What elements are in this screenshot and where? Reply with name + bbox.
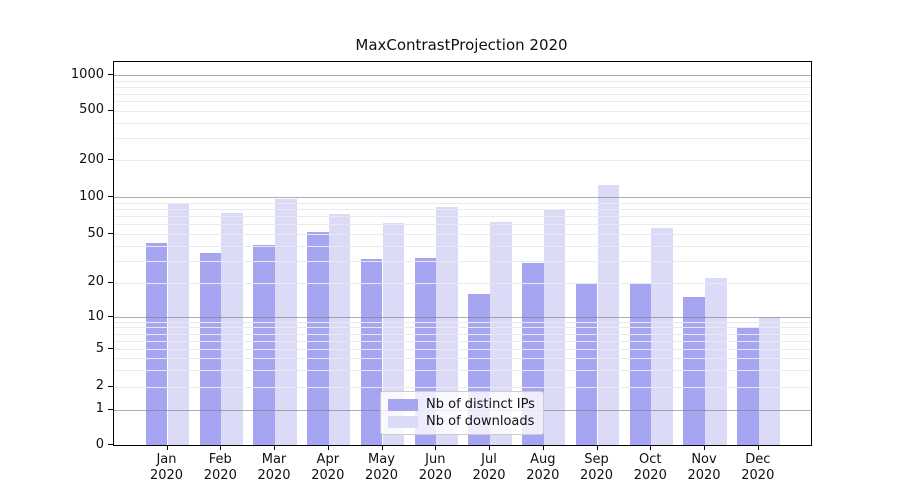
minor-gridline — [114, 86, 811, 88]
x-tick-label: Jun 2020 — [418, 452, 452, 483]
x-tick-label: Feb 2020 — [203, 452, 237, 483]
y-tick-label: 2 — [95, 378, 104, 394]
legend-label-distinct-ips: Nb of distinct IPs — [426, 397, 535, 412]
legend-label-downloads: Nb of downloads — [426, 414, 535, 429]
x-tick-mark — [704, 445, 705, 450]
major-gridline — [114, 75, 811, 77]
x-tick-mark — [327, 445, 329, 450]
minor-gridline — [114, 245, 811, 247]
bar — [705, 277, 727, 445]
minor-gridline — [114, 160, 811, 161]
x-tick-mark — [381, 445, 383, 450]
minor-gridline — [114, 358, 811, 360]
y-tick-mark — [108, 408, 113, 410]
major-gridline — [114, 317, 811, 318]
y-tick-label: 500 — [79, 102, 104, 118]
y-tick-label: 200 — [79, 151, 104, 167]
bar — [597, 185, 620, 445]
x-tick-mark — [650, 445, 652, 450]
minor-gridline — [114, 327, 811, 329]
y-tick-mark — [108, 196, 113, 197]
x-tick-label: Jan 2020 — [149, 452, 184, 483]
y-tick-mark — [108, 348, 113, 350]
bar — [145, 243, 168, 445]
minor-gridline — [114, 208, 811, 210]
y-tick-label: 1000 — [70, 66, 104, 82]
x-tick-mark — [757, 445, 759, 450]
minor-gridline — [114, 110, 811, 112]
legend-swatch-distinct-ips — [388, 398, 418, 411]
bar — [199, 253, 222, 445]
x-tick-mark — [489, 445, 490, 450]
bar — [436, 206, 458, 445]
plot-area — [113, 61, 812, 446]
x-tick-mark — [274, 445, 275, 450]
y-tick-mark — [108, 74, 113, 76]
bar — [737, 327, 759, 445]
y-tick-label: 1 — [95, 401, 104, 417]
bar — [629, 282, 652, 445]
x-tick-label: Nov 2020 — [687, 452, 721, 483]
y-tick-mark — [108, 233, 113, 234]
bar — [167, 204, 190, 445]
minor-gridline — [114, 282, 811, 284]
legend-item-distinct-ips: Nb of distinct IPs — [388, 397, 535, 412]
minor-gridline — [114, 340, 811, 342]
x-tick-label: Oct 2020 — [633, 452, 667, 483]
y-tick-label: 100 — [79, 188, 104, 204]
bar — [490, 221, 512, 445]
x-tick-label: Mar 2020 — [257, 452, 291, 483]
y-tick-mark — [108, 316, 113, 317]
x-tick-label: Sep 2020 — [579, 452, 614, 483]
bar — [307, 231, 329, 445]
y-tick-mark — [108, 281, 113, 283]
major-gridline — [114, 197, 811, 198]
x-tick-label: Jul 2020 — [472, 452, 506, 483]
bar — [575, 282, 598, 445]
minor-gridline — [114, 93, 811, 95]
minor-gridline — [114, 386, 811, 388]
x-tick-mark — [435, 445, 437, 450]
y-tick-mark — [108, 109, 113, 111]
bar — [651, 228, 673, 445]
x-tick-label: Aug 2020 — [526, 452, 560, 483]
y-tick-label: 50 — [87, 225, 104, 241]
y-tick-mark — [108, 444, 113, 445]
minor-gridline — [114, 321, 811, 323]
legend-swatch-downloads — [388, 415, 418, 428]
y-tick-mark — [108, 159, 113, 160]
x-tick-mark — [220, 445, 222, 450]
minor-gridline — [114, 202, 811, 204]
bar — [360, 259, 383, 445]
minor-gridline — [114, 216, 811, 217]
minor-gridline — [114, 80, 811, 82]
legend-item-downloads: Nb of downloads — [388, 414, 535, 429]
x-tick-mark — [542, 445, 544, 450]
y-tick-label: 5 — [95, 340, 104, 356]
bar — [253, 244, 275, 445]
x-tick-mark — [166, 445, 168, 450]
minor-gridline — [114, 370, 811, 372]
legend: Nb of distinct IPs Nb of downloads — [380, 391, 544, 435]
y-tick-label: 0 — [95, 436, 104, 452]
minor-gridline — [114, 224, 811, 226]
x-tick-mark — [596, 445, 598, 450]
x-tick-label: May 2020 — [364, 452, 399, 483]
x-tick-label: Dec 2020 — [741, 452, 775, 483]
minor-gridline — [114, 333, 811, 335]
minor-gridline — [114, 101, 811, 103]
bar — [758, 317, 781, 445]
y-tick-label: 20 — [87, 274, 104, 290]
minor-gridline — [114, 122, 811, 124]
minor-gridline — [114, 349, 811, 351]
y-tick-label: 10 — [87, 308, 104, 324]
minor-gridline — [114, 138, 811, 140]
chart-title: MaxContrastProjection 2020 — [355, 36, 568, 54]
minor-gridline — [114, 234, 811, 235]
minor-gridline — [114, 261, 811, 263]
y-tick-mark — [108, 385, 113, 387]
x-tick-label: Apr 2020 — [311, 452, 345, 483]
bar — [543, 209, 566, 445]
